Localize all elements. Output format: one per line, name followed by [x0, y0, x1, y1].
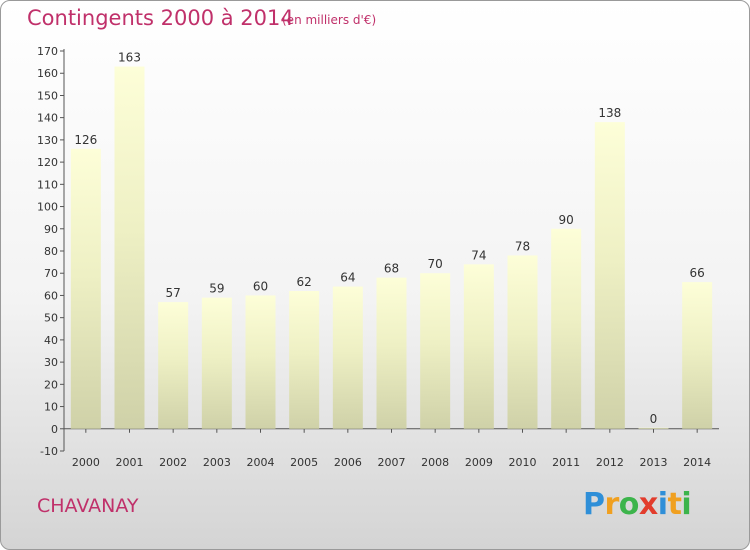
y-tick-label: 120 [37, 156, 58, 169]
x-tick-label: 2008 [421, 456, 449, 469]
bar [289, 291, 320, 429]
data-label: 0 [650, 412, 658, 426]
data-label: 78 [515, 239, 530, 253]
logo-letter: x [638, 487, 658, 522]
y-tick-label: 130 [37, 134, 58, 147]
y-tick-label: 10 [44, 401, 58, 414]
x-tick-label: 2003 [203, 456, 231, 469]
data-label: 59 [209, 282, 224, 296]
x-tick-label: 2007 [378, 456, 406, 469]
y-tick-label: 30 [44, 356, 58, 369]
bar [376, 277, 407, 429]
logo-letter: r [604, 487, 620, 522]
x-tick-label: 2002 [159, 456, 187, 469]
y-tick-label: 20 [44, 378, 58, 391]
data-label: 74 [471, 248, 486, 262]
y-tick-label: 160 [37, 67, 58, 80]
bar [507, 255, 538, 429]
x-tick-label: 2014 [683, 456, 711, 469]
logo-letter: o [618, 487, 640, 522]
bar [201, 297, 232, 429]
logo-letter: P [583, 487, 605, 522]
bar [158, 302, 189, 429]
y-tick-label: 170 [37, 45, 58, 58]
chart-subtitle: (en milliers d'€) [282, 13, 377, 27]
y-tick-label: -10 [40, 445, 58, 458]
logo-letter: i [657, 487, 668, 522]
x-tick-label: 2001 [116, 456, 144, 469]
data-label: 138 [598, 106, 621, 120]
y-tick-label: 110 [37, 178, 58, 191]
x-tick-label: 2011 [552, 456, 580, 469]
y-tick-label: 100 [37, 201, 58, 214]
y-tick-label: 150 [37, 89, 58, 102]
y-tick-label: 50 [44, 312, 58, 325]
bar [638, 427, 669, 429]
x-tick-label: 2005 [290, 456, 318, 469]
commune-name: CHAVANAY [37, 495, 139, 517]
data-label: 70 [428, 257, 443, 271]
bar [332, 286, 363, 429]
x-tick-label: 2009 [465, 456, 493, 469]
y-tick-label: 60 [44, 289, 58, 302]
bar [70, 148, 101, 429]
proxiti-logo: Proxiti [583, 487, 692, 522]
y-tick-label: 70 [44, 267, 58, 280]
data-label: 62 [297, 275, 312, 289]
data-label: 57 [166, 286, 181, 300]
logo-letter: t [667, 487, 682, 522]
data-label: 163 [118, 51, 141, 65]
x-tick-label: 2013 [640, 456, 668, 469]
bar [682, 282, 713, 429]
logo-letter: i [681, 487, 692, 522]
y-tick-label: 40 [44, 334, 58, 347]
data-label: 64 [340, 271, 355, 285]
x-tick-label: 2004 [247, 456, 275, 469]
bar [114, 66, 145, 429]
y-tick-label: 90 [44, 223, 58, 236]
bar [463, 264, 494, 429]
x-tick-label: 2006 [334, 456, 362, 469]
bar [420, 273, 451, 429]
data-label: 90 [559, 213, 574, 227]
x-tick-label: 2010 [509, 456, 537, 469]
bar [594, 122, 625, 429]
data-label: 66 [690, 266, 705, 280]
bar [551, 228, 582, 429]
data-label: 126 [74, 133, 97, 147]
data-label: 60 [253, 279, 268, 293]
y-tick-label: 80 [44, 245, 58, 258]
x-tick-label: 2012 [596, 456, 624, 469]
y-tick-label: 140 [37, 112, 58, 125]
bar [245, 295, 276, 429]
x-tick-label: 2000 [72, 456, 100, 469]
y-tick-label: 0 [51, 423, 58, 436]
chart-title: Contingents 2000 à 2014 [27, 6, 294, 30]
data-label: 68 [384, 262, 399, 276]
